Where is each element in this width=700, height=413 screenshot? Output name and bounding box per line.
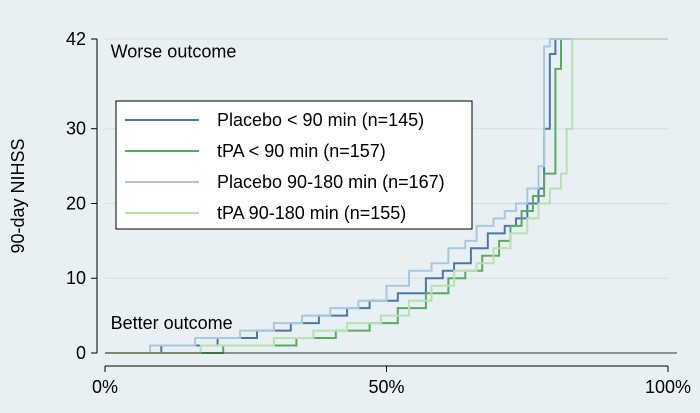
legend-box [115, 100, 473, 230]
y-tick-label: 10 [66, 268, 86, 288]
legend-label-placebo-90-180-min-n-167: Placebo 90-180 min (n=167) [217, 172, 445, 192]
y-tick-label: 42 [66, 29, 86, 49]
x-tick-label: 50% [368, 377, 404, 397]
legend: Placebo < 90 min (n=145) tPA < 90 min (n=… [115, 100, 473, 230]
y-tick-label: 0 [76, 343, 86, 363]
x-tick-label: 100% [645, 377, 691, 397]
axes: 0 10 20 30 42 0% 50% 100% 90-day NIHSS [8, 29, 691, 397]
x-tick-label: 0% [92, 377, 118, 397]
y-tick-label: 30 [66, 119, 86, 139]
legend-label-placebo-90-min-n-145: Placebo < 90 min (n=145) [217, 110, 424, 130]
y-axis-title: 90-day NIHSS [8, 138, 28, 253]
series-group [105, 38, 668, 354]
legend-label-tpa-90-180-min-n-155: tPA 90-180 min (n=155) [217, 203, 406, 223]
legend-label-tpa-90-min-n-157: tPA < 90 min (n=157) [217, 141, 386, 161]
annotation-better-outcome: Better outcome [111, 313, 233, 333]
annotation-worse-outcome: Worse outcome [111, 42, 237, 62]
y-tick-label: 20 [66, 193, 86, 213]
annotations: Worse outcome Better outcome [111, 42, 237, 333]
series-line-tpa-90-180-min-n-155 [105, 38, 668, 354]
series-line-placebo-90-180-min-n-167 [105, 38, 668, 354]
